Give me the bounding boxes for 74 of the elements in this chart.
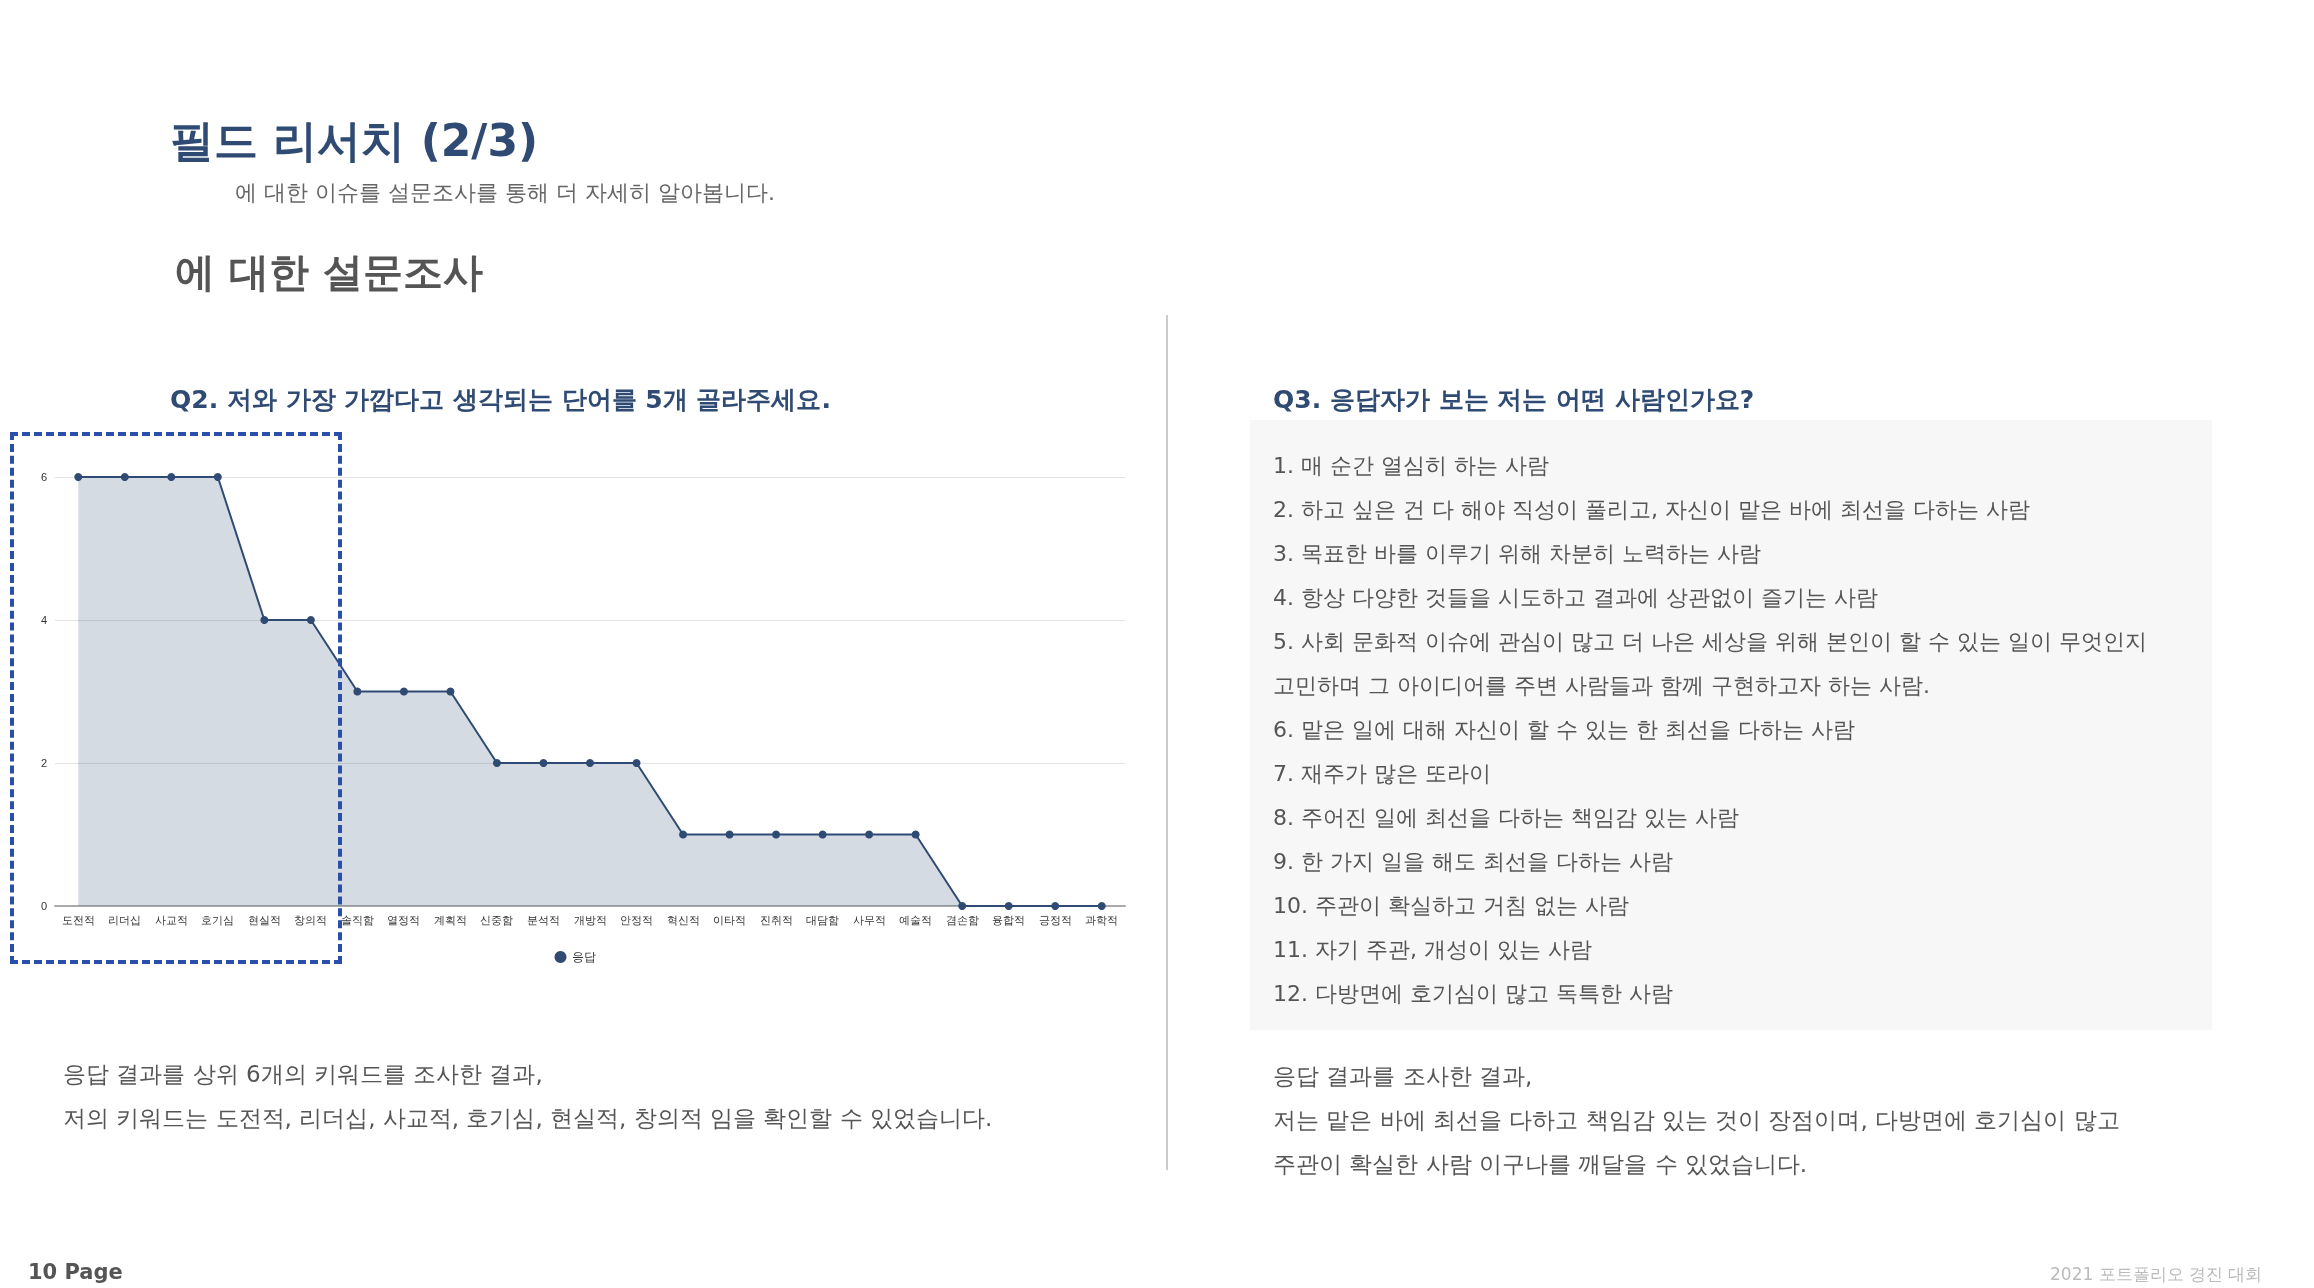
text: 4. 항상 다양한 것들을 시도하고 결과에 상관없이 즐기는 사람: [1273, 584, 1878, 612]
point: [772, 830, 781, 839]
point: [306, 616, 315, 624]
x-tick-label: 창의적: [294, 913, 328, 926]
text: 저는 맡은 바에 최선을 다하고 책임감 있는 것이 장점이며, 다방면에 호기심이 많고 주관이 확실한 사람 이구나를 깨달을 수 있었습니다.: [1273, 1106, 2121, 1179]
text: Q2. 저와 가장 가깝다고 생각되는 단어를 5개 골라주세요.: [170, 384, 831, 416]
text: 7. 재주가 많은 또라이: [1273, 760, 1491, 788]
point: [446, 687, 455, 696]
x-tick-label: 사무적: [852, 913, 886, 926]
point: [167, 473, 176, 481]
x-tick-label: 안정적: [620, 913, 654, 926]
text: 1. 매 순간 열심히 하는 사람: [1273, 452, 1549, 480]
point: [1097, 902, 1106, 910]
text: 12. 다방면에 호기심이 많고 독특한 사람: [1273, 980, 1673, 1008]
text: 9. 한 가지 일을 해도 최선을 다하는 사람: [1273, 848, 1673, 876]
x-tick-label: 이타적: [713, 913, 747, 926]
point: [213, 473, 222, 481]
x-tick-label: 개방적: [573, 913, 607, 926]
point: [399, 687, 408, 696]
point: [492, 759, 501, 767]
x-tick-label: 솔직함: [340, 913, 374, 926]
point: [958, 902, 967, 910]
x-tick-label: 진취적: [759, 913, 793, 926]
point: [725, 830, 734, 839]
text: 2. 하고 싶은 건 다 해야 직성이 풀리고, 자신이 맡은 바에 최선을 다하는 사람: [1273, 496, 2030, 524]
text: 2021 포트폴리오 경진 대회: [2050, 1263, 2263, 1286]
point: [353, 687, 362, 696]
x-tick-label: 융합적: [992, 913, 1026, 926]
x-tick-label: 예술적: [899, 913, 933, 926]
text: 10 Page: [28, 1259, 123, 1286]
text: 6. 맡은 일에 대해 자신이 할 수 있는 한 최선을 다하는 사람: [1273, 716, 1855, 744]
text: 5. 사회 문화적 이슈에 관심이 많고 더 나은 세상을 위해 본인이 할 수 있는 일이 무엇인지 고민하며 그 아이디어를 주변 사람들과 함께 구현하고자 하는 사람.: [1273, 628, 2148, 700]
x-tick-label: 호기심: [201, 913, 235, 926]
text: 8. 주어진 일에 최선을 다하는 책임감 있는 사람: [1273, 804, 1739, 832]
x-tick-label: 대담함: [806, 913, 840, 926]
text: 에 대한 설문조사: [175, 249, 483, 295]
point: [539, 759, 548, 767]
x-tick-label: 겸손함: [945, 913, 979, 926]
x-tick-label: 계획적: [433, 913, 467, 926]
y-tick-label: 0: [40, 900, 47, 912]
y-tick-label: 2: [40, 757, 47, 769]
y-tick-label: 6: [40, 471, 47, 483]
x-tick-label: 리더십: [108, 913, 142, 926]
chart-title: 필드 리서치 (2/3): [170, 114, 539, 168]
point: [818, 830, 827, 839]
y-tick-label: 4: [40, 614, 47, 626]
point: [911, 830, 920, 839]
text: 응답 결과를 조사한 결과,: [1273, 1062, 1533, 1091]
point: [865, 830, 874, 839]
legend-label: 응답: [571, 950, 596, 964]
point: [260, 616, 269, 624]
point: [1051, 902, 1060, 910]
x-tick-label: 도전적: [61, 913, 95, 926]
point: [632, 759, 641, 767]
x-tick-label: 혁신적: [666, 913, 700, 926]
x-tick-label: 열정적: [387, 913, 421, 926]
text: 3. 목표한 바를 이루기 위해 차분히 노력하는 사람: [1273, 540, 1761, 568]
point: [586, 759, 594, 767]
x-tick-label: 긍정적: [1038, 913, 1072, 926]
x-tick-label: 신중함: [480, 913, 514, 926]
chart-subtitle: 에 대한 이슈를 설문조사를 통해 더 자세히 알아봅니다.: [235, 179, 775, 207]
x-tick-label: 과학적: [1085, 913, 1119, 926]
text: 응답 결과를 상위 6개의 키워드를 조사한 결과,: [63, 1060, 543, 1089]
point: [74, 473, 83, 481]
x-tick-label: 사교적: [154, 913, 188, 926]
text: Q3. 응답자가 보는 저는 어떤 사람인가요?: [1273, 384, 1755, 416]
point: [679, 830, 688, 839]
text: 저의 키워드는 도전적, 리더십, 사교적, 호기심, 현실적, 창의적 임을 확인할 수 있었습니다.: [63, 1104, 993, 1133]
point: [1004, 902, 1013, 910]
x-tick-label: 분석적: [526, 913, 560, 926]
point: [120, 473, 129, 481]
text: 11. 자기 주관, 개성이 있는 사람: [1273, 936, 1592, 964]
x-tick-label: 현실적: [247, 913, 281, 926]
text: 10. 주관이 확실하고 거침 없는 사람: [1273, 892, 1629, 920]
